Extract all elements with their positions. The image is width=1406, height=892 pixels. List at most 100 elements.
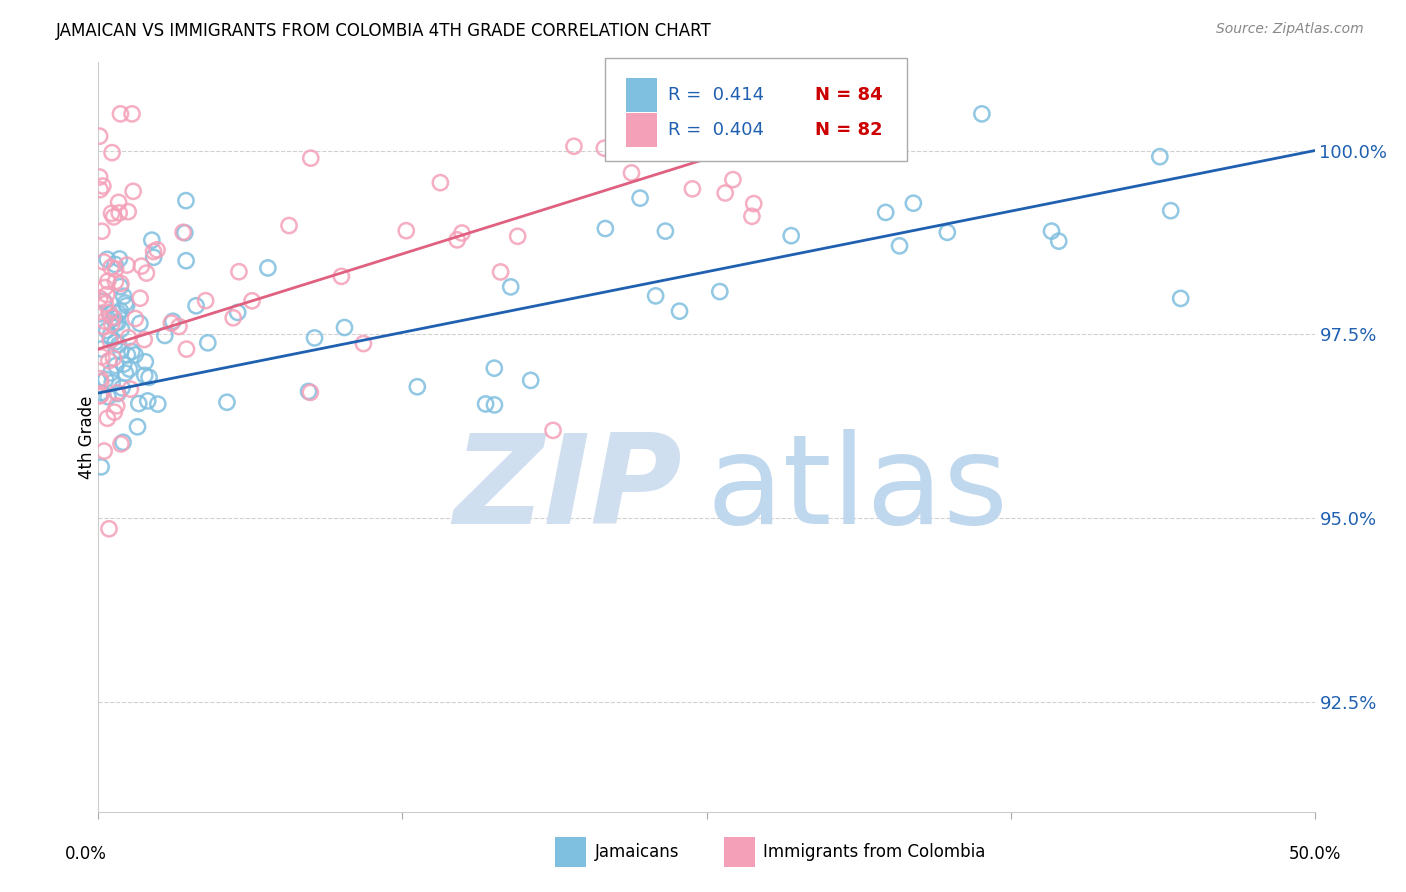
Point — [257, 260, 280, 275]
Point — [98, 328, 121, 343]
Point — [714, 186, 737, 200]
Point — [681, 182, 703, 196]
Point — [98, 305, 121, 319]
Point — [94, 297, 117, 311]
Point — [299, 385, 322, 400]
Point — [101, 310, 124, 325]
Point — [541, 423, 564, 437]
Point — [889, 239, 911, 253]
Point — [117, 331, 139, 345]
Text: atlas: atlas — [707, 429, 1008, 550]
Point — [129, 291, 152, 305]
Point — [142, 244, 165, 259]
Point — [153, 328, 176, 343]
Point — [299, 151, 322, 165]
Point — [741, 209, 763, 223]
Point — [499, 280, 522, 294]
Point — [110, 437, 132, 451]
Point — [110, 107, 132, 121]
Point — [96, 252, 118, 267]
Point — [117, 204, 139, 219]
Point — [96, 411, 118, 425]
Point — [98, 334, 121, 348]
Point — [429, 176, 451, 190]
Point — [114, 366, 136, 380]
Point — [103, 311, 125, 326]
Point — [484, 361, 506, 376]
Point — [903, 196, 925, 211]
Point — [593, 141, 616, 155]
Point — [138, 370, 160, 384]
Text: N = 84: N = 84 — [815, 86, 883, 103]
Point — [194, 293, 217, 308]
Point — [1040, 224, 1063, 238]
Point — [107, 337, 129, 351]
Point — [100, 317, 122, 331]
Point — [93, 255, 115, 269]
Point — [104, 316, 127, 330]
Point — [297, 384, 319, 399]
Point — [93, 294, 115, 309]
Point — [114, 296, 136, 310]
Point — [278, 219, 301, 233]
Point — [173, 226, 195, 240]
Point — [89, 307, 111, 321]
Text: R =  0.404: R = 0.404 — [668, 121, 763, 139]
Point — [1170, 292, 1192, 306]
Point — [595, 221, 617, 235]
Point — [174, 194, 197, 208]
Point — [97, 274, 120, 288]
Point — [104, 334, 127, 349]
Point — [654, 224, 676, 238]
Point — [98, 522, 121, 536]
Point — [104, 257, 127, 271]
Point — [101, 145, 124, 160]
Text: JAMAICAN VS IMMIGRANTS FROM COLOMBIA 4TH GRADE CORRELATION CHART: JAMAICAN VS IMMIGRANTS FROM COLOMBIA 4TH… — [56, 22, 711, 40]
Point — [103, 210, 125, 224]
Point — [112, 357, 135, 371]
Point — [98, 306, 121, 320]
Point — [134, 355, 156, 369]
Point — [146, 397, 169, 411]
Point — [121, 344, 143, 359]
Point — [104, 359, 127, 373]
Point — [167, 319, 190, 334]
Point — [131, 259, 153, 273]
Point — [89, 291, 111, 305]
Point — [89, 169, 111, 184]
Point — [90, 388, 112, 402]
Point — [105, 399, 128, 413]
Point — [103, 351, 125, 366]
Point — [644, 289, 666, 303]
Point — [620, 166, 643, 180]
Point — [506, 229, 529, 244]
Point — [668, 304, 690, 318]
Text: ZIP: ZIP — [454, 429, 682, 550]
Point — [104, 262, 127, 277]
Point — [330, 269, 353, 284]
Point — [222, 310, 245, 325]
Point — [112, 435, 135, 450]
Point — [780, 228, 803, 243]
Y-axis label: 4th Grade: 4th Grade — [79, 395, 96, 479]
Point — [121, 107, 143, 121]
Point — [118, 362, 141, 376]
Point — [111, 381, 134, 395]
Point — [120, 382, 142, 396]
Point — [1047, 234, 1070, 248]
Point — [742, 196, 765, 211]
Point — [101, 376, 124, 390]
Point — [1149, 150, 1171, 164]
Point — [134, 368, 156, 383]
Point — [333, 320, 356, 334]
Text: Jamaicans: Jamaicans — [595, 843, 679, 861]
Point — [134, 333, 156, 347]
Point — [89, 389, 111, 403]
Point — [146, 243, 169, 257]
Text: R =  0.414: R = 0.414 — [668, 86, 763, 103]
Point — [184, 299, 207, 313]
Point — [94, 280, 117, 294]
Point — [215, 395, 238, 409]
Point — [100, 260, 122, 275]
Point — [93, 444, 115, 458]
